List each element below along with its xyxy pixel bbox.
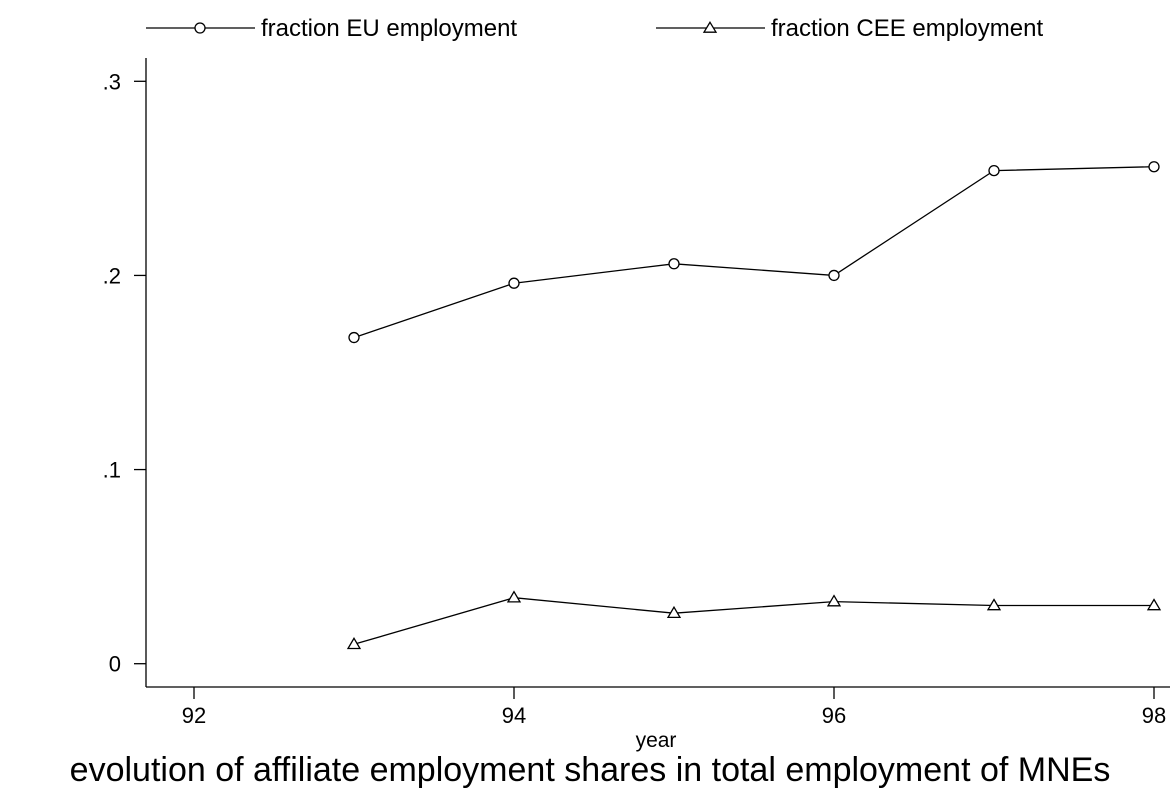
data-point bbox=[666, 605, 682, 619]
x-axis-title: year bbox=[636, 729, 677, 752]
legend-marker-eu bbox=[194, 22, 206, 34]
legend-label-eu: fraction EU employment bbox=[261, 15, 517, 42]
data-point bbox=[988, 164, 1000, 177]
series-layer bbox=[346, 161, 1162, 650]
legend-item-eu: fraction EU employment bbox=[146, 15, 517, 42]
y-ticks: 0 .1 .2 .3 bbox=[103, 69, 146, 677]
data-point bbox=[1148, 161, 1160, 173]
series-eu bbox=[348, 161, 1160, 344]
series-line bbox=[353, 597, 1154, 645]
legend: fraction EU employment fraction CEE empl… bbox=[146, 15, 1043, 42]
data-point bbox=[986, 598, 1002, 611]
x-tick-label: 96 bbox=[822, 703, 846, 728]
x-tick-label: 94 bbox=[502, 703, 526, 728]
x-tick-label: 98 bbox=[1142, 703, 1166, 728]
x-ticks: 92 94 96 98 bbox=[182, 687, 1166, 728]
legend-marker-cee bbox=[702, 21, 718, 33]
data-point bbox=[668, 258, 680, 270]
chart-caption: evolution of affiliate employment shares… bbox=[70, 751, 1111, 789]
data-point bbox=[508, 277, 520, 289]
y-tick-label: 0 bbox=[109, 652, 121, 677]
y-tick-label: .3 bbox=[103, 69, 121, 94]
axes bbox=[145, 58, 1170, 688]
data-point bbox=[506, 590, 522, 603]
x-tick-label: 92 bbox=[182, 703, 206, 728]
data-point bbox=[828, 269, 840, 282]
y-tick-label: .1 bbox=[103, 458, 121, 483]
data-point bbox=[346, 637, 362, 650]
series-line bbox=[353, 166, 1155, 339]
legend-label-cee: fraction CEE employment bbox=[771, 15, 1043, 42]
data-point bbox=[1146, 598, 1162, 611]
series-cee bbox=[346, 590, 1162, 650]
legend-item-cee: fraction CEE employment bbox=[656, 15, 1043, 42]
data-point bbox=[826, 594, 842, 607]
y-tick-label: .2 bbox=[103, 263, 121, 288]
data-point bbox=[348, 331, 360, 344]
